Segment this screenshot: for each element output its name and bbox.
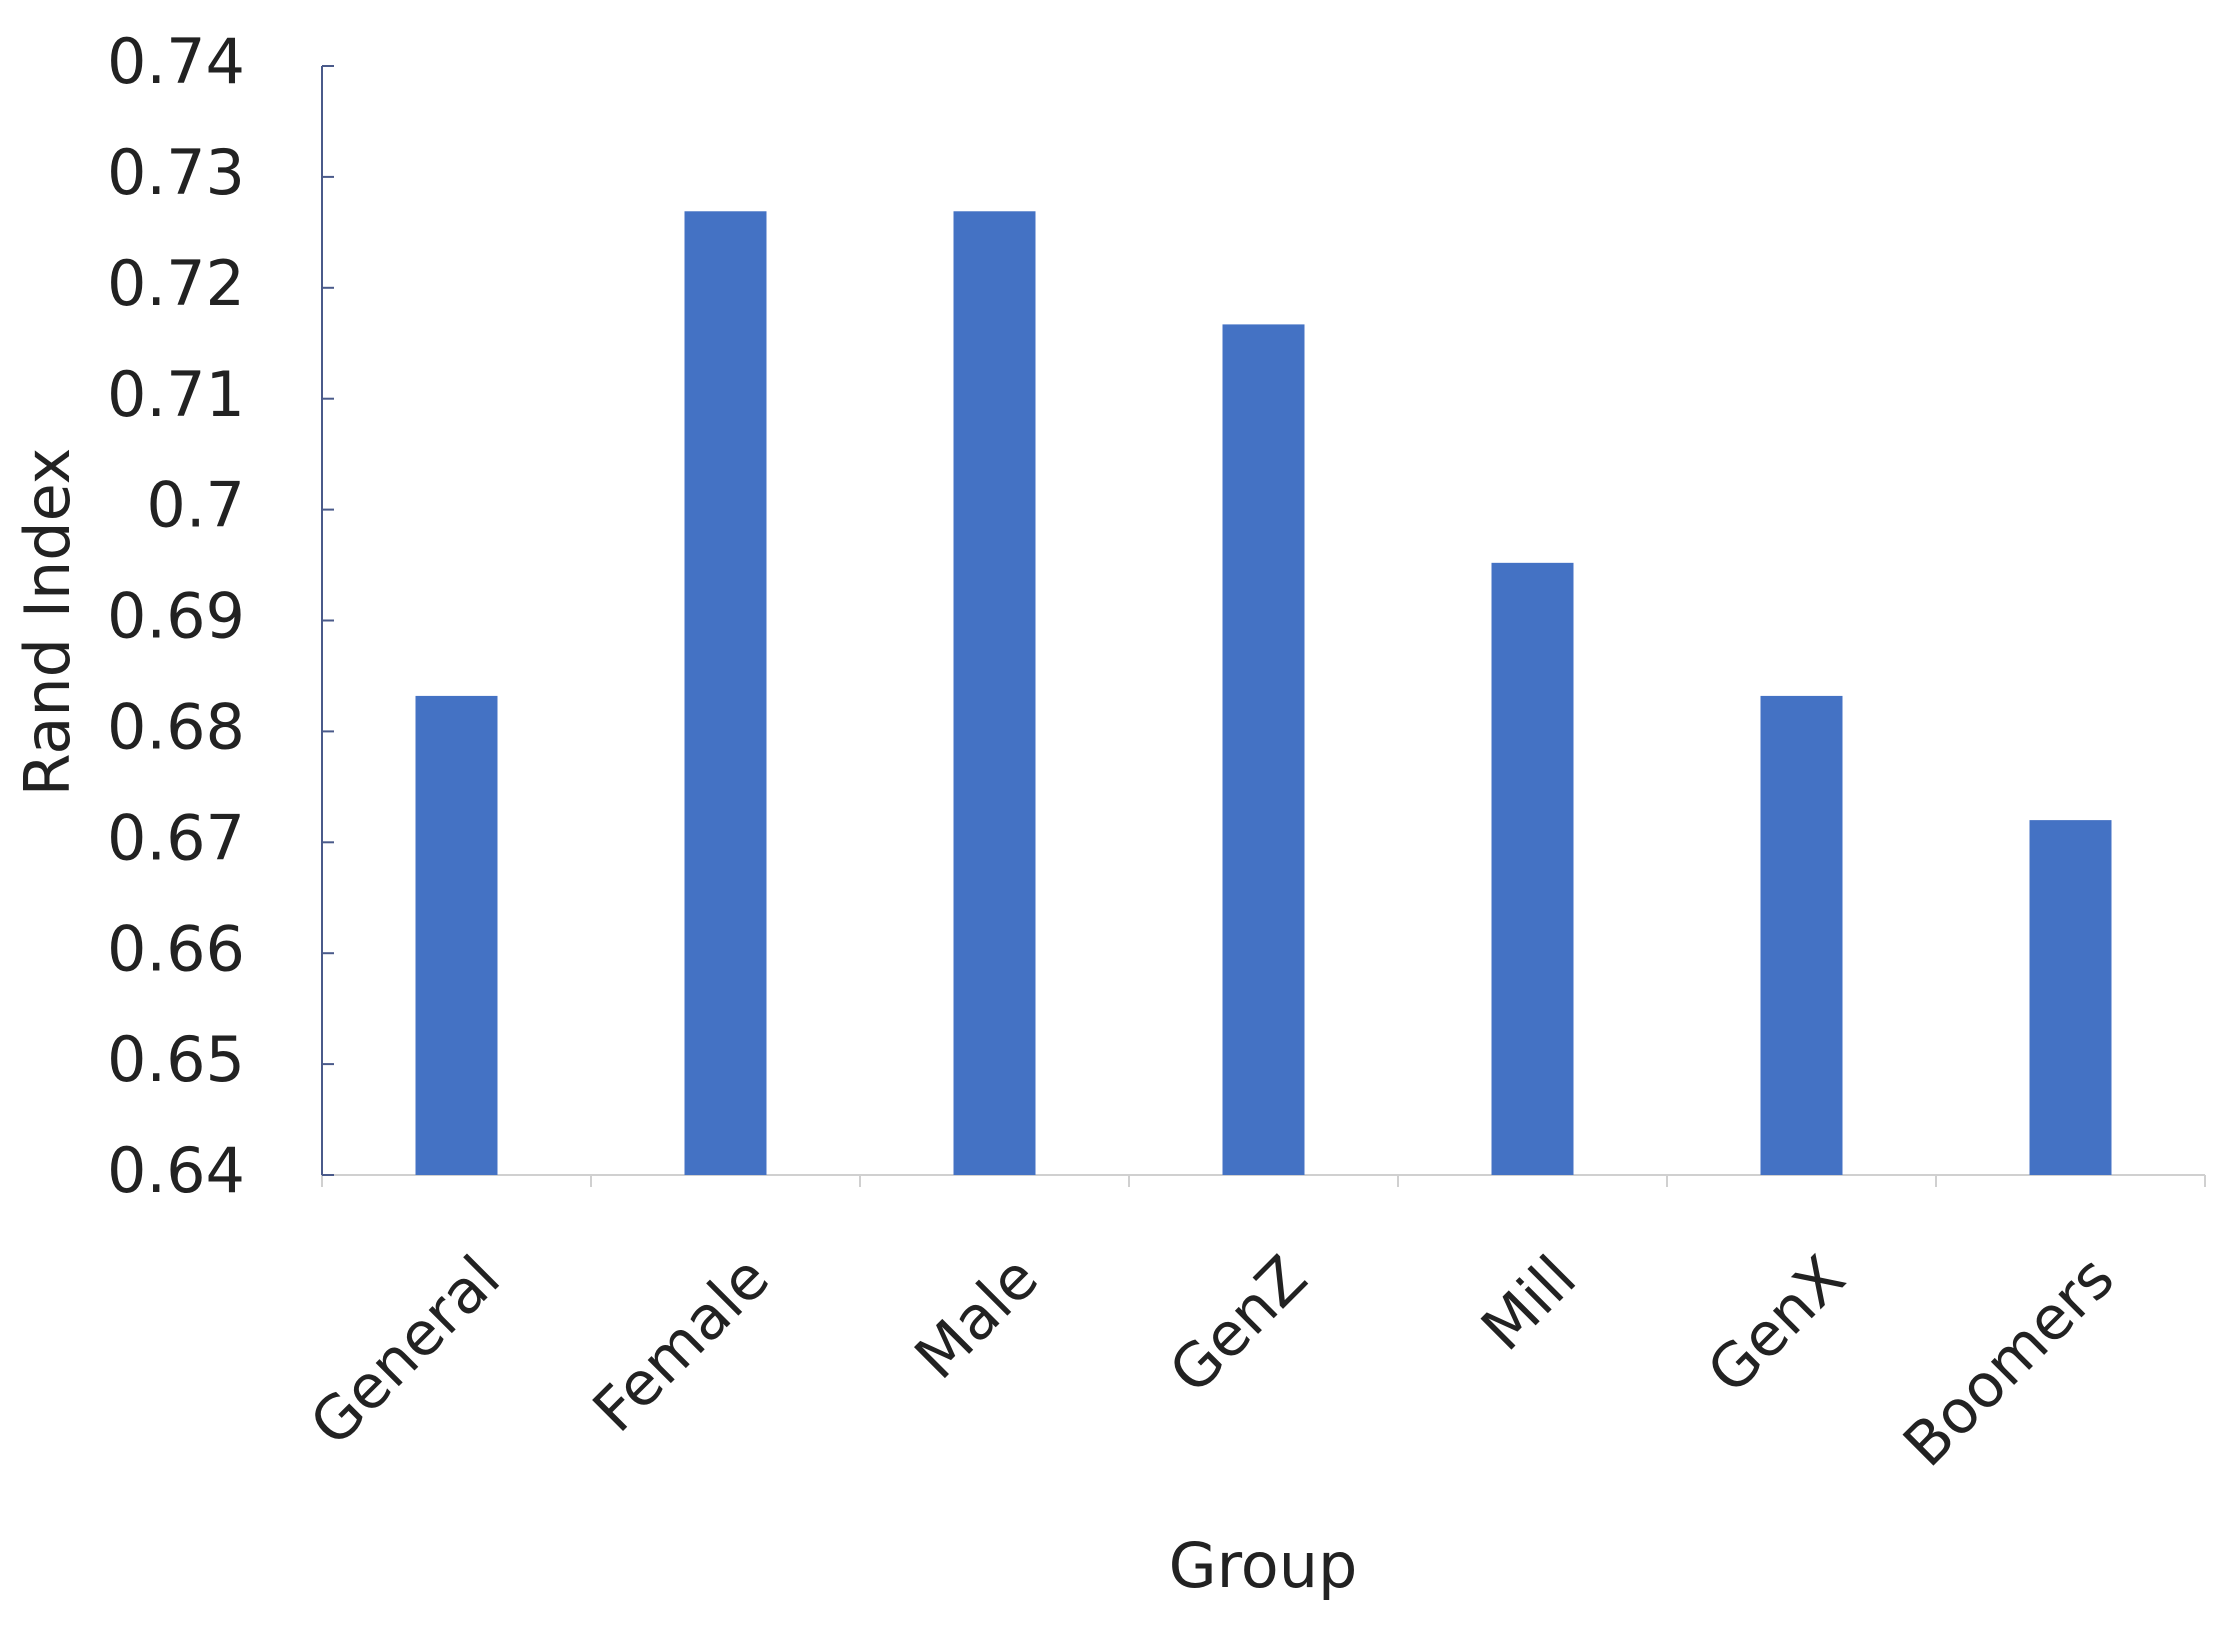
x-tick-label: GenZ bbox=[1156, 1243, 1320, 1407]
bar bbox=[1760, 695, 1843, 1175]
x-tick-label: Female bbox=[580, 1243, 783, 1446]
y-tick-label: 0.71 bbox=[107, 358, 245, 431]
y-tick-label: 0.74 bbox=[107, 25, 245, 98]
x-tick-label: Mill bbox=[1468, 1243, 1589, 1364]
y-tick-label: 0.68 bbox=[107, 690, 245, 763]
y-tick-label: 0.66 bbox=[107, 912, 245, 985]
y-tick-label: 0.64 bbox=[107, 1134, 245, 1207]
x-tick-label: General bbox=[297, 1243, 514, 1460]
bar bbox=[2029, 820, 2112, 1175]
y-axis-title: Rand Index bbox=[11, 448, 84, 797]
x-axis-title: Group bbox=[1169, 1529, 1358, 1602]
bar bbox=[1222, 324, 1305, 1176]
y-tick-label: 0.69 bbox=[107, 580, 245, 653]
x-tick-label: GenX bbox=[1694, 1243, 1858, 1407]
y-tick-label: 0.72 bbox=[107, 247, 245, 320]
x-tick-label: Male bbox=[902, 1243, 1052, 1393]
y-tick-label: 0.73 bbox=[107, 136, 245, 209]
bar bbox=[684, 211, 767, 1176]
y-tick-label: 0.65 bbox=[107, 1023, 245, 1096]
x-tick-label: Boomers bbox=[1890, 1243, 2127, 1480]
bar bbox=[953, 211, 1036, 1176]
y-tick-label: 0.67 bbox=[107, 801, 245, 874]
y-tick-label: 0.7 bbox=[146, 469, 245, 542]
bar bbox=[415, 695, 498, 1175]
bar bbox=[1491, 562, 1574, 1175]
